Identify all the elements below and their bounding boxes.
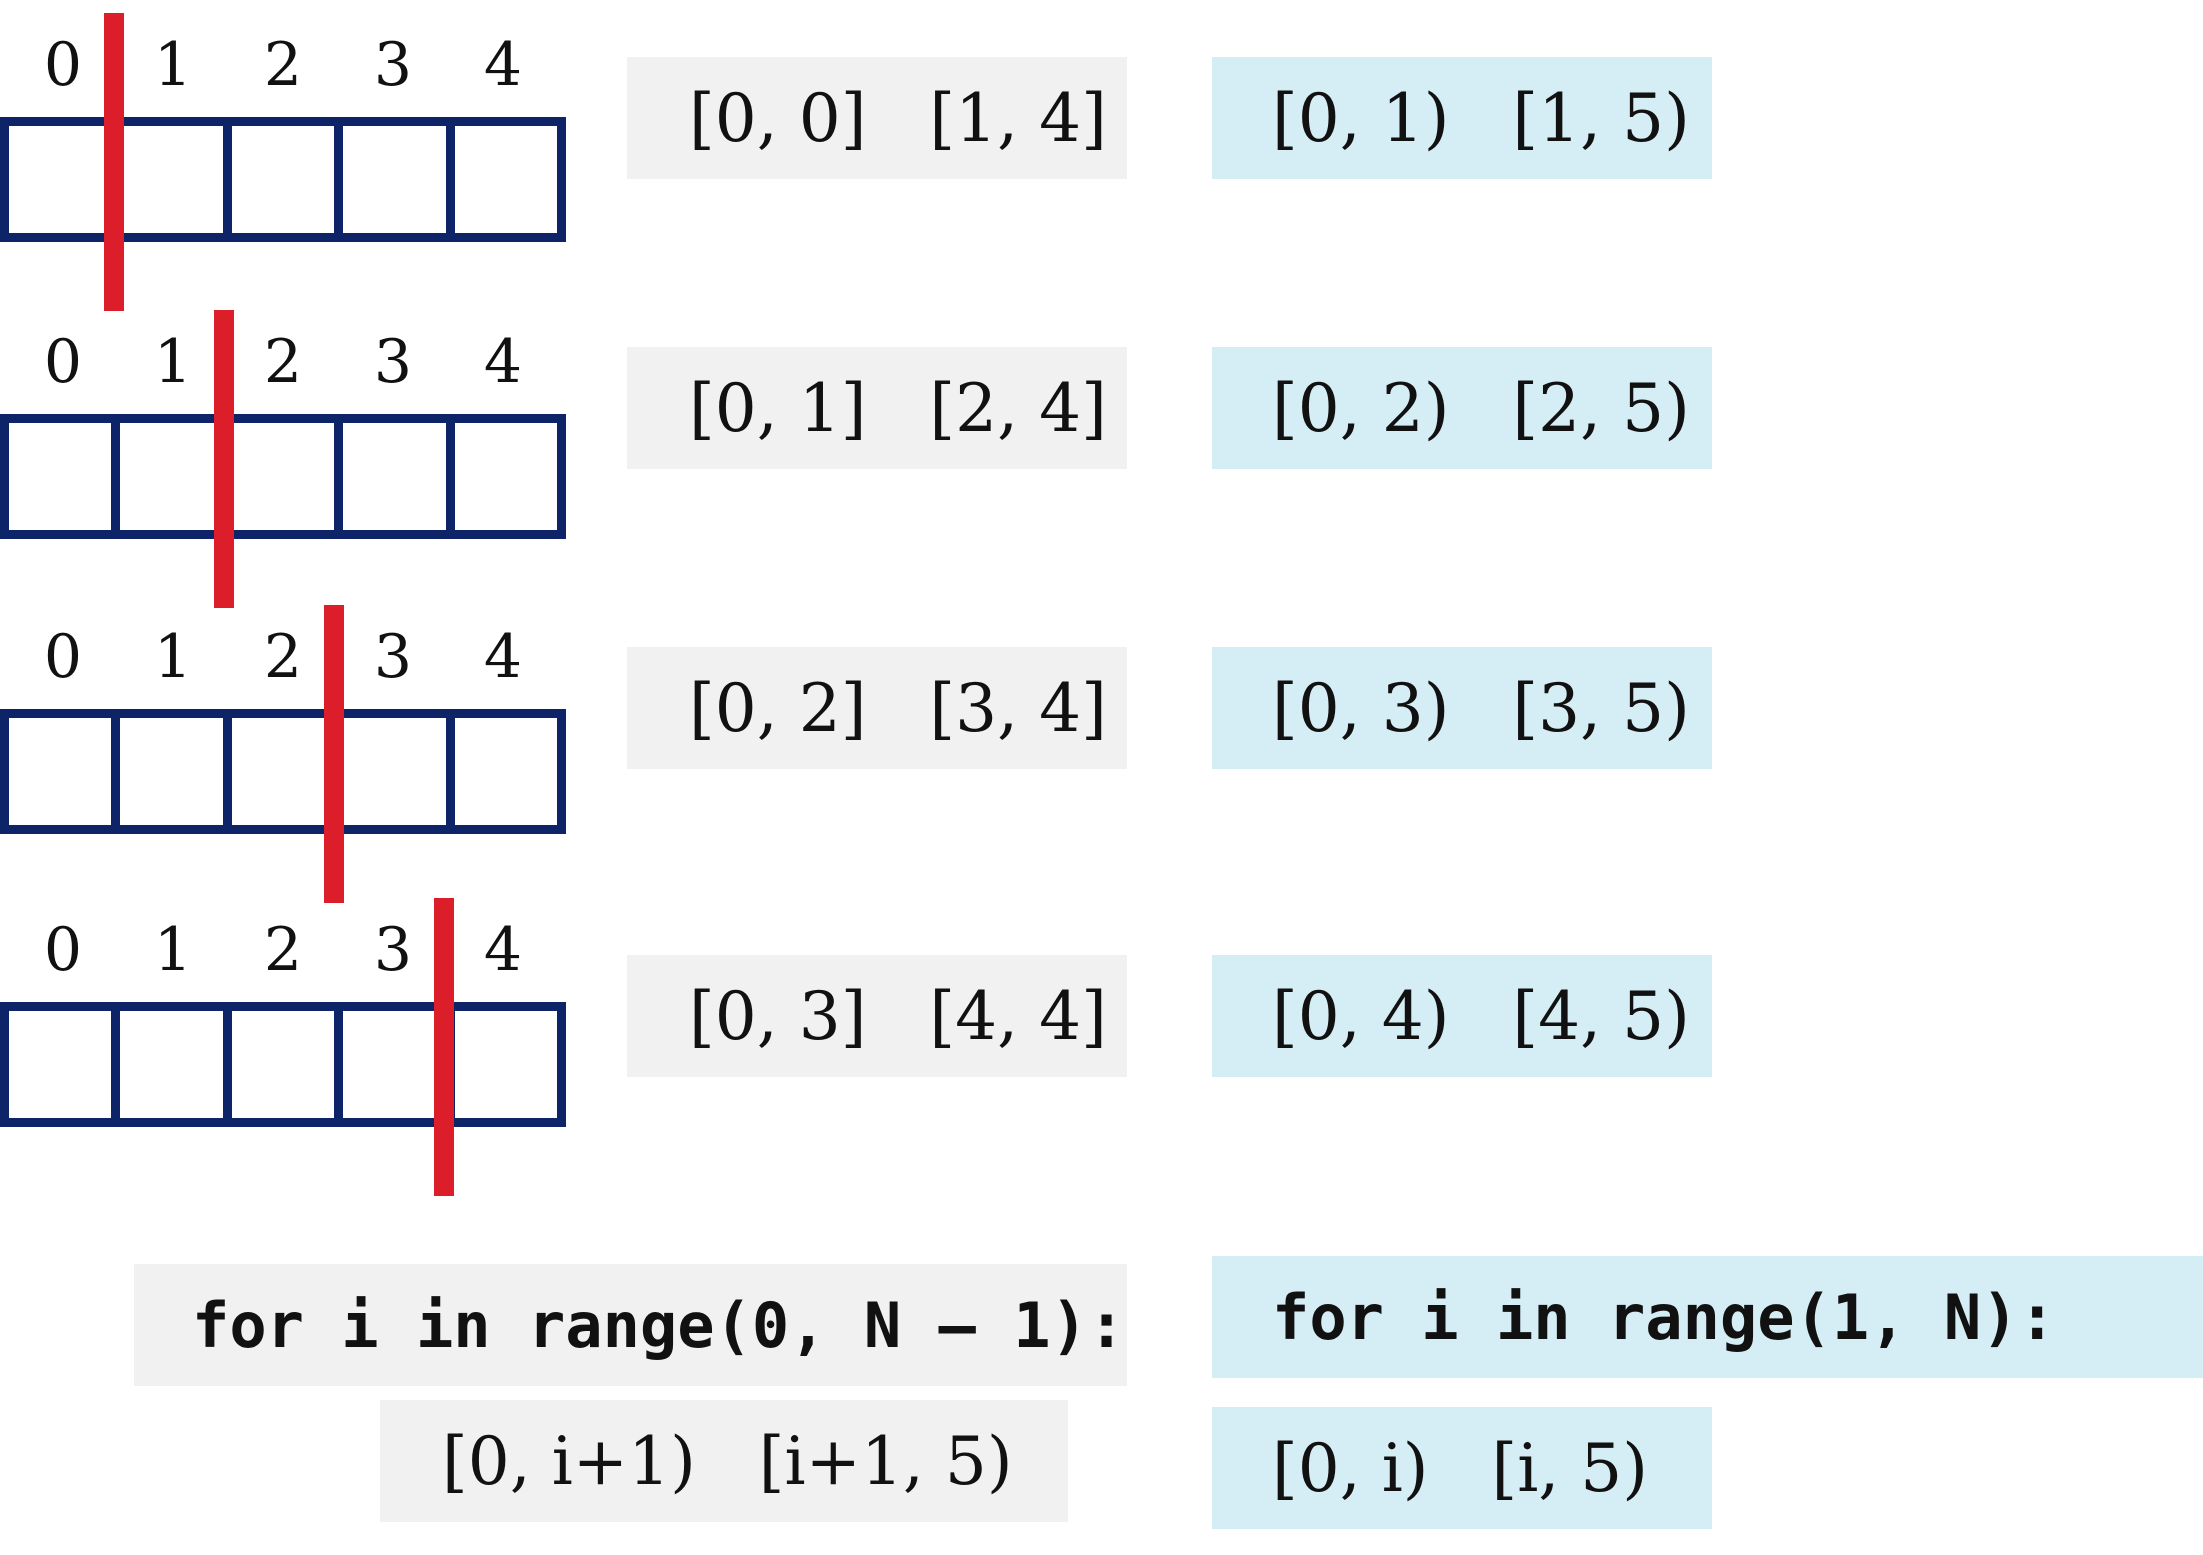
array-cell	[334, 1011, 445, 1118]
array-cell	[445, 718, 557, 825]
index-label: 2	[263, 622, 303, 692]
index-label: 3	[373, 30, 413, 100]
split-divider	[434, 898, 454, 1196]
index-label: 2	[263, 915, 303, 985]
index-label: 0	[43, 30, 83, 100]
index-label: 1	[153, 915, 193, 985]
index-label: 0	[43, 327, 83, 397]
index-label: 1	[153, 327, 193, 397]
closed-interval-pair: [0, 0] [1, 4]	[627, 57, 1127, 179]
index-label: 4	[483, 915, 523, 985]
index-label: 3	[373, 915, 413, 985]
half-open-interval-pair: [0, 3) [3, 5)	[1212, 647, 1712, 769]
array	[0, 1002, 566, 1127]
closed-loop-header: for i in range(0, N – 1):	[134, 1264, 1127, 1386]
index-label: 4	[483, 622, 523, 692]
half-open-interval-pair: [0, 2) [2, 5)	[1212, 347, 1712, 469]
array-cell	[9, 1011, 111, 1118]
array-cell	[9, 718, 111, 825]
array	[0, 414, 566, 539]
index-label: 4	[483, 327, 523, 397]
index-label: 3	[373, 327, 413, 397]
split-divider	[214, 310, 234, 608]
array-cell	[334, 126, 445, 233]
array-cell	[334, 718, 445, 825]
array	[0, 709, 566, 834]
split-divider	[104, 13, 124, 311]
half-open-interval-pair: [0, 1) [1, 5)	[1212, 57, 1712, 179]
array-cell	[111, 718, 222, 825]
array-cell	[111, 126, 222, 233]
index-label: 0	[43, 622, 83, 692]
index-label: 2	[263, 30, 303, 100]
closed-interval-pair: [0, 3] [4, 4]	[627, 955, 1127, 1077]
array-cell	[445, 126, 557, 233]
index-label: 2	[263, 327, 303, 397]
index-label: 1	[153, 622, 193, 692]
array-cell	[222, 1011, 334, 1118]
half-open-interval-pair: [0, 4) [4, 5)	[1212, 955, 1712, 1077]
array-cell	[111, 423, 222, 530]
array-cell	[334, 423, 445, 530]
closed-loop-expression: [0, i+1) [i+1, 5)	[380, 1400, 1068, 1522]
array-cell	[222, 423, 334, 530]
half-open-loop-expression: [0, i) [i, 5)	[1212, 1407, 1712, 1529]
index-label: 4	[483, 30, 523, 100]
array-cell	[222, 126, 334, 233]
closed-interval-pair: [0, 2] [3, 4]	[627, 647, 1127, 769]
array-cell	[9, 126, 111, 233]
index-label: 1	[153, 30, 193, 100]
closed-interval-pair: [0, 1] [2, 4]	[627, 347, 1127, 469]
array-cell	[111, 1011, 222, 1118]
array-cell	[222, 718, 334, 825]
half-open-loop-header: for i in range(1, N):	[1212, 1256, 2203, 1378]
index-label: 0	[43, 915, 83, 985]
index-label: 3	[373, 622, 413, 692]
array-cell	[445, 1011, 557, 1118]
split-divider	[324, 605, 344, 903]
array-cell	[9, 423, 111, 530]
array	[0, 117, 566, 242]
array-cell	[445, 423, 557, 530]
